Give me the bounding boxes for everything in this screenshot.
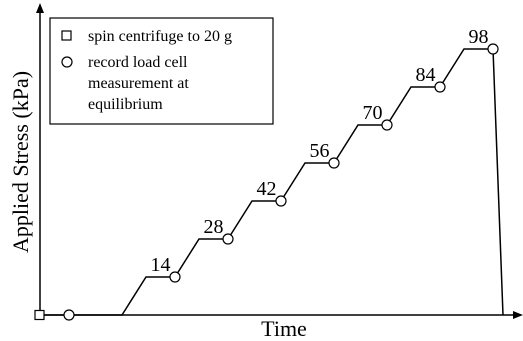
x-axis-label: Time (261, 316, 307, 341)
legend-label-record-line2: measurement at (88, 75, 189, 92)
legend-label-spin: spin centrifuge to 20 g (88, 28, 232, 45)
step-label-70: 70 (363, 102, 383, 124)
plot-area: 14 28 42 56 70 84 98 (34, 26, 504, 321)
stress-series-line (40, 48, 504, 316)
equilibrium-point-4 (328, 157, 340, 169)
step-label-14: 14 (151, 254, 171, 276)
equilibrium-point-0 (63, 309, 75, 321)
step-label-56: 56 (310, 140, 330, 162)
step-label-28: 28 (204, 216, 224, 238)
legend-circle-marker (61, 56, 73, 68)
equilibrium-point-2 (222, 233, 234, 245)
start-square-marker (34, 309, 45, 321)
equilibrium-point-3 (275, 195, 287, 207)
legend-box (49, 17, 274, 125)
step-label-42: 42 (257, 178, 277, 200)
equilibrium-point-7 (487, 43, 499, 55)
legend: spin centrifuge to 20 g record load cell… (49, 17, 274, 125)
step-label-98: 98 (469, 26, 489, 48)
y-axis-label: Applied Stress (kPa) (8, 71, 33, 253)
equilibrium-point-5 (381, 119, 393, 131)
legend-label-record-line3: equilibrium (88, 96, 163, 113)
equilibrium-point-6 (434, 81, 446, 93)
equilibrium-point-1 (169, 271, 181, 283)
legend-square-marker (61, 30, 72, 41)
legend-label-record-line1: record load cell (88, 54, 188, 71)
step-label-84: 84 (416, 64, 436, 86)
